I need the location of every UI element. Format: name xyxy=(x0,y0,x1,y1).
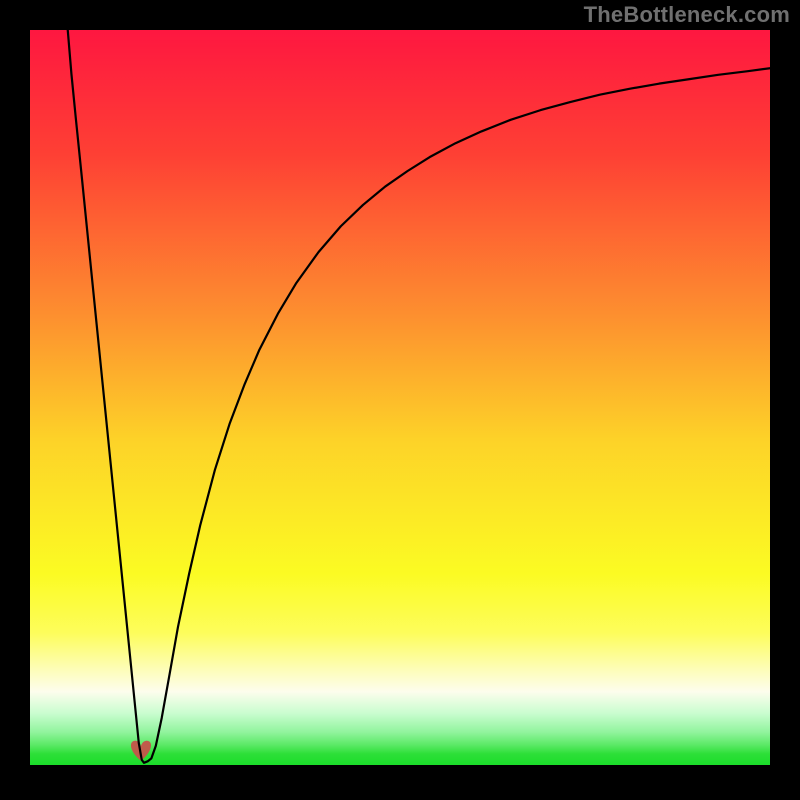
watermark-text: TheBottleneck.com xyxy=(584,2,790,28)
plot-svg xyxy=(30,30,770,765)
gradient-background xyxy=(30,30,770,765)
chart-container: TheBottleneck.com xyxy=(0,0,800,800)
plot-area xyxy=(30,30,770,765)
